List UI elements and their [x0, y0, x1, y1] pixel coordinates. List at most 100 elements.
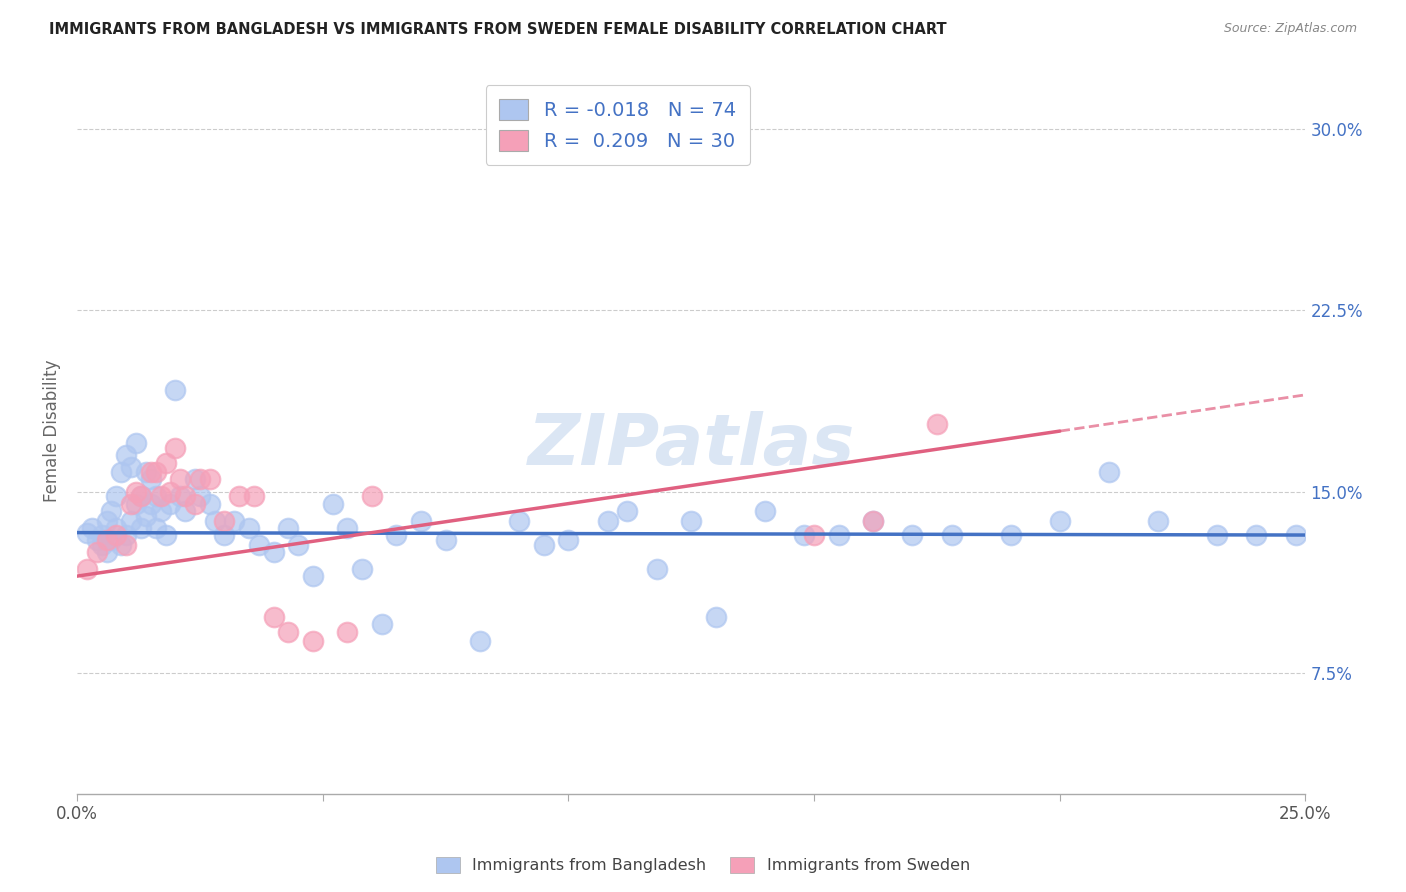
- Point: [243, 489, 266, 503]
- Point: [125, 484, 148, 499]
- Point: [596, 514, 619, 528]
- Point: [184, 472, 207, 486]
- Text: IMMIGRANTS FROM BANGLADESH VS IMMIGRANTS FROM SWEDEN FEMALE DISABILITY CORRELATI: IMMIGRANTS FROM BANGLADESH VS IMMIGRANTS…: [49, 22, 946, 37]
- Point: [533, 538, 555, 552]
- Point: [139, 472, 162, 486]
- Point: [302, 634, 325, 648]
- Point: [149, 504, 172, 518]
- Point: [925, 417, 948, 431]
- Point: [681, 514, 703, 528]
- Point: [145, 465, 167, 479]
- Point: [90, 528, 112, 542]
- Point: [1147, 514, 1170, 528]
- Point: [110, 538, 132, 552]
- Point: [1246, 528, 1268, 542]
- Point: [645, 562, 668, 576]
- Point: [155, 456, 177, 470]
- Point: [120, 497, 142, 511]
- Point: [385, 528, 408, 542]
- Point: [96, 533, 118, 547]
- Point: [110, 465, 132, 479]
- Point: [238, 521, 260, 535]
- Point: [862, 514, 884, 528]
- Point: [360, 489, 382, 503]
- Point: [370, 617, 392, 632]
- Point: [86, 533, 108, 547]
- Point: [105, 521, 128, 535]
- Point: [159, 484, 181, 499]
- Point: [247, 538, 270, 552]
- Point: [277, 521, 299, 535]
- Point: [214, 528, 236, 542]
- Point: [105, 528, 128, 542]
- Point: [198, 472, 221, 486]
- Point: [322, 497, 344, 511]
- Point: [129, 489, 152, 503]
- Point: [793, 528, 815, 542]
- Point: [125, 436, 148, 450]
- Point: [1206, 528, 1229, 542]
- Point: [228, 489, 250, 503]
- Text: Source: ZipAtlas.com: Source: ZipAtlas.com: [1223, 22, 1357, 36]
- Point: [120, 460, 142, 475]
- Point: [224, 514, 246, 528]
- Point: [188, 489, 211, 503]
- Point: [204, 514, 226, 528]
- Point: [159, 497, 181, 511]
- Point: [129, 489, 152, 503]
- Point: [434, 533, 457, 547]
- Legend: Immigrants from Bangladesh, Immigrants from Sweden: Immigrants from Bangladesh, Immigrants f…: [429, 850, 977, 880]
- Point: [184, 497, 207, 511]
- Point: [214, 514, 236, 528]
- Point: [80, 521, 103, 535]
- Point: [336, 521, 359, 535]
- Point: [803, 528, 825, 542]
- Point: [135, 465, 157, 479]
- Point: [145, 521, 167, 535]
- Point: [139, 497, 162, 511]
- Point: [149, 489, 172, 503]
- Y-axis label: Female Disability: Female Disability: [44, 359, 60, 502]
- Point: [704, 610, 727, 624]
- Point: [352, 562, 374, 576]
- Text: ZIPatlas: ZIPatlas: [527, 411, 855, 480]
- Point: [115, 528, 138, 542]
- Point: [1000, 528, 1022, 542]
- Point: [174, 489, 197, 503]
- Point: [1284, 528, 1306, 542]
- Point: [96, 514, 118, 528]
- Point: [155, 528, 177, 542]
- Point: [901, 528, 924, 542]
- Point: [100, 533, 122, 547]
- Point: [188, 472, 211, 486]
- Point: [557, 533, 579, 547]
- Point: [277, 624, 299, 639]
- Point: [862, 514, 884, 528]
- Point: [941, 528, 963, 542]
- Point: [90, 538, 112, 552]
- Point: [616, 504, 638, 518]
- Point: [120, 514, 142, 528]
- Point: [287, 538, 309, 552]
- Point: [174, 504, 197, 518]
- Point: [86, 545, 108, 559]
- Point: [336, 624, 359, 639]
- Point: [169, 472, 191, 486]
- Point: [754, 504, 776, 518]
- Point: [125, 497, 148, 511]
- Point: [135, 508, 157, 523]
- Point: [129, 521, 152, 535]
- Point: [169, 489, 191, 503]
- Point: [165, 383, 187, 397]
- Point: [115, 538, 138, 552]
- Point: [198, 497, 221, 511]
- Point: [827, 528, 849, 542]
- Point: [100, 504, 122, 518]
- Point: [1098, 465, 1121, 479]
- Point: [302, 569, 325, 583]
- Point: [145, 489, 167, 503]
- Point: [468, 634, 491, 648]
- Point: [263, 610, 285, 624]
- Point: [76, 525, 98, 540]
- Point: [263, 545, 285, 559]
